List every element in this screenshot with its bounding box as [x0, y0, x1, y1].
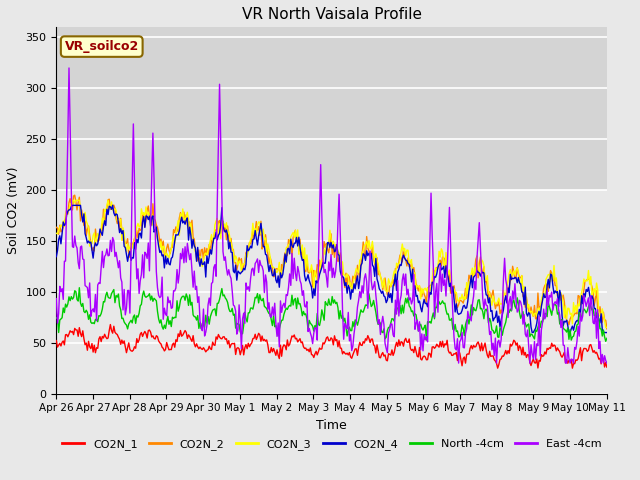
Legend: CO2N_1, CO2N_2, CO2N_3, CO2N_4, North -4cm, East -4cm: CO2N_1, CO2N_2, CO2N_3, CO2N_4, North -4…: [58, 434, 606, 454]
Title: VR North Vaisala Profile: VR North Vaisala Profile: [242, 7, 422, 22]
Y-axis label: Soil CO2 (mV): Soil CO2 (mV): [7, 167, 20, 254]
X-axis label: Time: Time: [316, 419, 347, 432]
Text: VR_soilco2: VR_soilco2: [65, 40, 139, 53]
Bar: [56, 27, 607, 190]
